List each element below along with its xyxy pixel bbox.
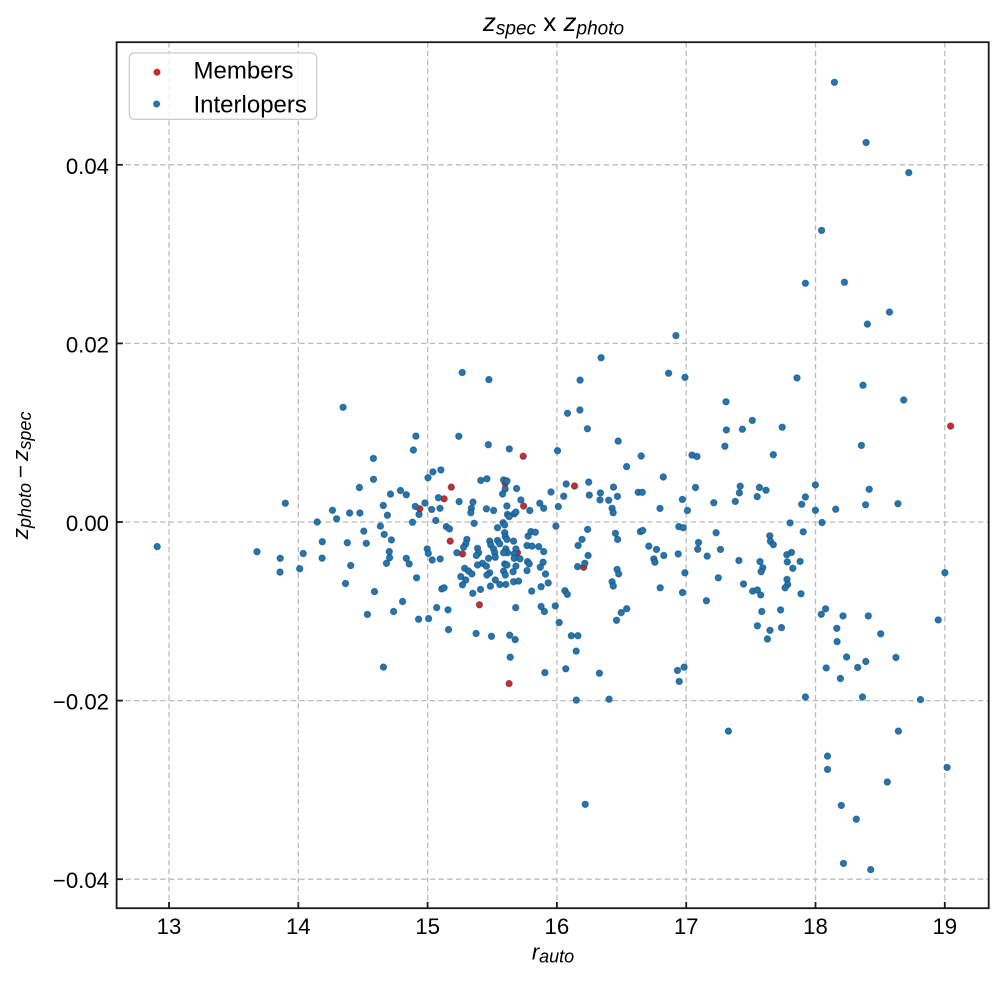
- svg-text:19: 19: [932, 914, 957, 939]
- svg-text:15: 15: [415, 914, 440, 939]
- svg-text:0.04: 0.04: [66, 154, 109, 179]
- svg-text:Members: Members: [194, 57, 294, 84]
- svg-text:−0.02: −0.02: [53, 690, 109, 715]
- svg-text:16: 16: [545, 914, 570, 939]
- svg-text:0.00: 0.00: [66, 511, 109, 536]
- svg-text:−0.04: −0.04: [53, 868, 109, 893]
- svg-text:0.02: 0.02: [66, 332, 109, 357]
- svg-text:18: 18: [803, 914, 828, 939]
- svg-text:14: 14: [286, 914, 311, 939]
- svg-text:17: 17: [674, 914, 699, 939]
- svg-text:Interlopers: Interlopers: [194, 91, 307, 118]
- svg-text:13: 13: [157, 914, 182, 939]
